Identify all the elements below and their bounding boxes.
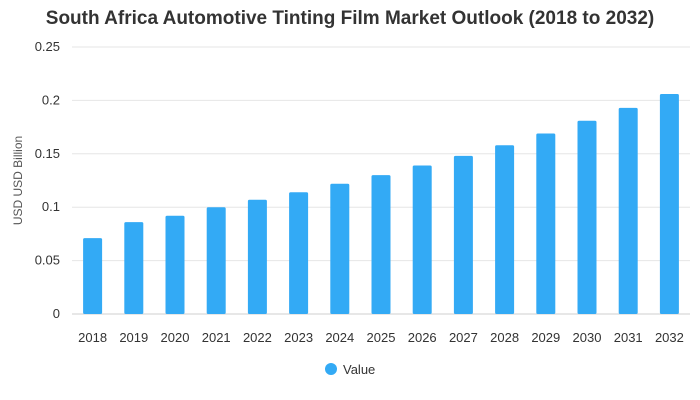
x-tick-label: 2020 bbox=[161, 330, 190, 345]
y-axis-ticks: 0 0.05 0.1 0.15 0.2 0.25 bbox=[35, 39, 60, 321]
x-tick-label: 2022 bbox=[243, 330, 272, 345]
y-tick-label: 0 bbox=[53, 306, 60, 321]
x-tick-label: 2032 bbox=[655, 330, 684, 345]
bar-2026[interactable] bbox=[412, 165, 432, 314]
y-axis-label: USD USD Billion bbox=[11, 136, 25, 225]
bar-2030[interactable] bbox=[577, 120, 597, 314]
bar-2022[interactable] bbox=[247, 199, 267, 314]
bar-2021[interactable] bbox=[206, 207, 226, 314]
x-tick-label: 2024 bbox=[325, 330, 354, 345]
legend-swatch bbox=[325, 363, 337, 375]
chart-title: South Africa Automotive Tinting Film Mar… bbox=[45, 8, 655, 29]
y-tick-label: 0.15 bbox=[35, 146, 60, 161]
bar-2028[interactable] bbox=[495, 145, 515, 314]
x-tick-label: 2021 bbox=[202, 330, 231, 345]
x-tick-label: 2029 bbox=[531, 330, 560, 345]
bar-2032[interactable] bbox=[659, 93, 679, 314]
bar-2023[interactable] bbox=[289, 192, 309, 314]
x-tick-label: 2026 bbox=[408, 330, 437, 345]
x-tick-label: 2030 bbox=[573, 330, 602, 345]
x-tick-label: 2027 bbox=[449, 330, 478, 345]
bar-2020[interactable] bbox=[165, 215, 185, 314]
bar-2018[interactable] bbox=[83, 238, 103, 314]
x-tick-label: 2023 bbox=[284, 330, 313, 345]
y-tick-label: 0.1 bbox=[42, 199, 60, 214]
legend: Value bbox=[325, 362, 375, 377]
legend-label: Value bbox=[343, 362, 375, 377]
bar-2029[interactable] bbox=[536, 133, 556, 314]
x-tick-label: 2031 bbox=[614, 330, 643, 345]
bar-2031[interactable] bbox=[618, 107, 638, 314]
bar-2027[interactable] bbox=[453, 155, 473, 314]
x-tick-label: 2028 bbox=[490, 330, 519, 345]
bar-2025[interactable] bbox=[371, 175, 391, 314]
bar-2024[interactable] bbox=[330, 183, 350, 314]
x-tick-label: 2025 bbox=[367, 330, 396, 345]
y-tick-label: 0.05 bbox=[35, 253, 60, 268]
bars bbox=[83, 93, 679, 314]
bar-2019[interactable] bbox=[124, 222, 144, 314]
y-tick-label: 0.25 bbox=[35, 39, 60, 54]
y-tick-label: 0.2 bbox=[42, 92, 60, 107]
x-tick-label: 2018 bbox=[78, 330, 107, 345]
x-axis-ticks: 2018 2019 2020 2021 2022 2023 2024 2025 2026 2027… bbox=[78, 330, 684, 345]
x-tick-label: 2019 bbox=[119, 330, 148, 345]
